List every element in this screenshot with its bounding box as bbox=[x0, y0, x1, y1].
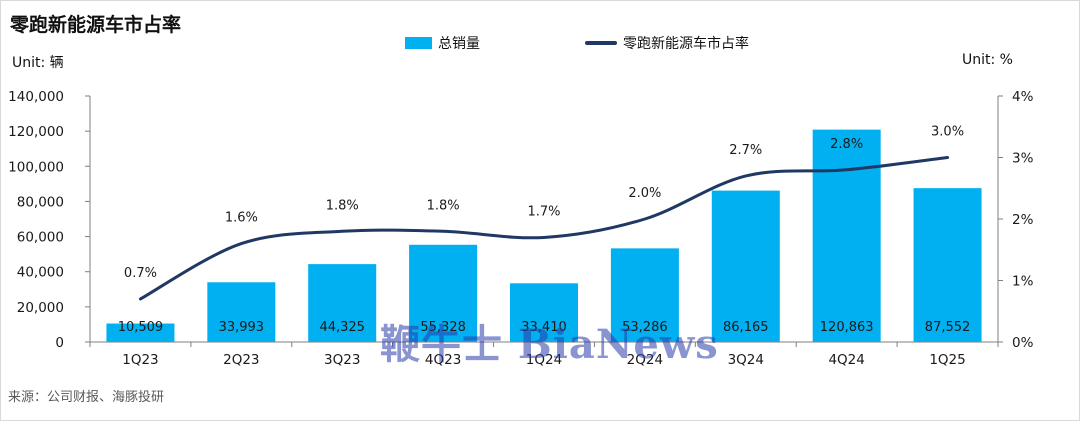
share-line bbox=[138, 156, 950, 301]
share-value-label: 1.7% bbox=[527, 204, 560, 219]
bar-value-label: 33,993 bbox=[219, 320, 265, 335]
share-value-label: 1.8% bbox=[427, 198, 460, 213]
bar-value-label: 10,509 bbox=[118, 320, 164, 335]
x-tick-label: 2Q24 bbox=[627, 352, 663, 368]
bar bbox=[913, 188, 982, 342]
share-value-label: 2.7% bbox=[729, 143, 762, 158]
x-tick-label: 3Q23 bbox=[324, 352, 360, 368]
x-tick-label: 1Q25 bbox=[929, 352, 965, 368]
left-tick-label: 100,000 bbox=[8, 159, 64, 175]
source-note: 来源：公司财报、海豚投研 bbox=[8, 390, 165, 405]
x-tick-label: 3Q24 bbox=[728, 352, 764, 368]
x-tick-label: 1Q23 bbox=[122, 352, 158, 368]
bar-value-label: 53,286 bbox=[622, 320, 668, 335]
right-tick-label: 2% bbox=[1012, 212, 1034, 228]
bar bbox=[711, 190, 780, 342]
x-tick-label: 1Q24 bbox=[526, 352, 562, 368]
bar bbox=[409, 244, 478, 342]
left-tick-label: 140,000 bbox=[8, 89, 64, 105]
share-value-label: 1.8% bbox=[326, 198, 359, 213]
bar bbox=[510, 283, 578, 342]
left-tick-label: 60,000 bbox=[17, 230, 64, 246]
legend-bar-label: 总销量 bbox=[438, 36, 480, 52]
bar-value-label: 55,328 bbox=[420, 320, 466, 335]
right-axis-unit: Unit: % bbox=[962, 52, 1013, 68]
bar-value-label: 86,165 bbox=[723, 320, 769, 335]
bar bbox=[308, 264, 377, 342]
left-tick-label: 120,000 bbox=[8, 124, 64, 140]
share-value-label: 2.0% bbox=[628, 186, 661, 201]
legend-bar-swatch bbox=[405, 37, 432, 49]
right-tick-label: 4% bbox=[1012, 89, 1034, 105]
bar bbox=[610, 248, 679, 342]
x-tick-label: 4Q23 bbox=[425, 352, 461, 368]
right-tick-label: 1% bbox=[1012, 274, 1034, 290]
share-value-label: 3.0% bbox=[931, 125, 964, 140]
watermark: 鞭牛士 BiaNews bbox=[380, 321, 719, 368]
share-value-label: 0.7% bbox=[124, 266, 157, 281]
bar-value-label: 87,552 bbox=[925, 320, 971, 335]
right-tick-label: 0% bbox=[1012, 335, 1034, 351]
legend-line-label: 零跑新能源车市占率 bbox=[623, 36, 749, 52]
bar-value-label: 33,410 bbox=[521, 320, 567, 335]
left-tick-label: 80,000 bbox=[17, 194, 64, 210]
bar-value-label: 120,863 bbox=[820, 320, 874, 335]
x-tick-label: 2Q23 bbox=[223, 352, 259, 368]
left-tick-label: 40,000 bbox=[17, 265, 64, 281]
left-axis-unit: Unit: 辆 bbox=[12, 55, 64, 71]
right-tick-label: 3% bbox=[1012, 151, 1034, 167]
bar-value-label: 44,325 bbox=[319, 320, 365, 335]
legend-line-swatch bbox=[585, 41, 617, 45]
share-value-label: 1.6% bbox=[225, 211, 258, 226]
bar bbox=[106, 323, 175, 342]
bar bbox=[207, 282, 276, 342]
x-tick-label: 4Q24 bbox=[828, 352, 864, 368]
legend: 总销量 零跑新能源车市占率 bbox=[405, 34, 749, 52]
bar bbox=[812, 129, 881, 342]
left-tick-label: 0 bbox=[55, 335, 64, 351]
left-tick-label: 20,000 bbox=[17, 300, 64, 316]
share-value-label: 2.8% bbox=[830, 137, 863, 152]
chart-title: 零跑新能源车市占率 bbox=[10, 14, 182, 36]
